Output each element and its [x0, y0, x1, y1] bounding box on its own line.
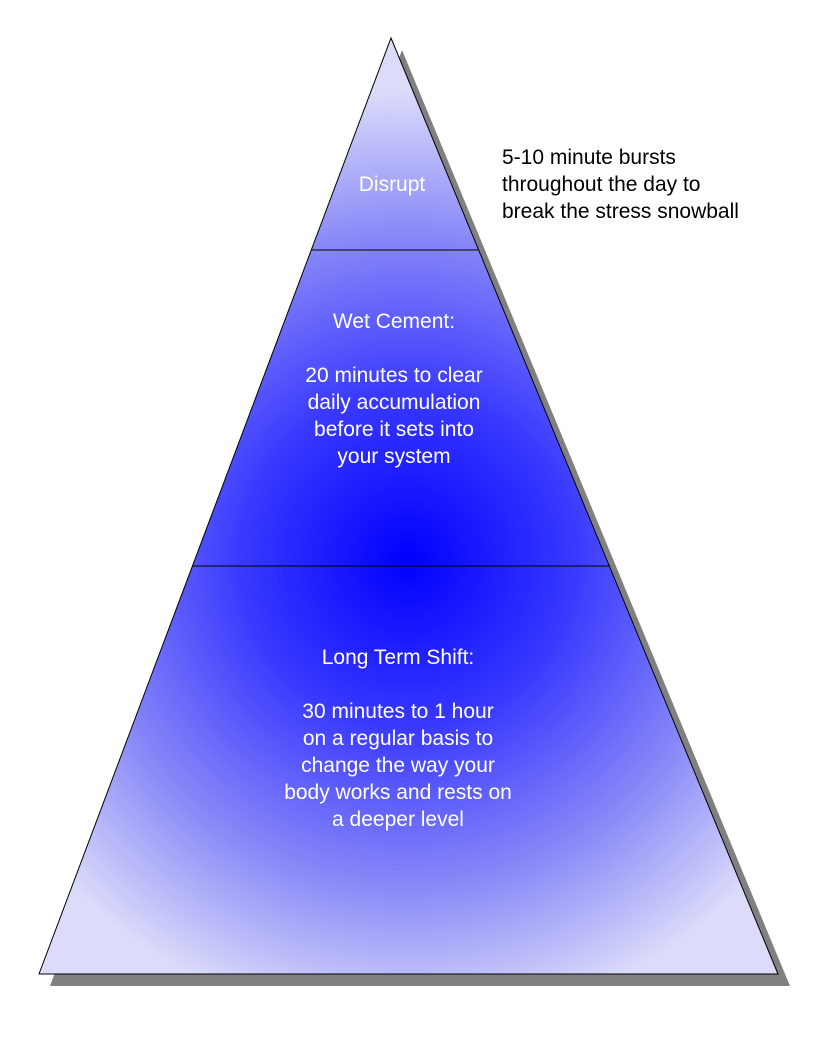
pyramid-body	[38, 36, 779, 975]
pyramid-bottom-label: Long Term Shift: 30 minutes to 1 hour on…	[284, 646, 512, 831]
side-note: 5-10 minute bursts throughout the day to…	[502, 146, 739, 223]
pyramid-top-label: Disrupt	[358, 173, 426, 196]
pyramid-middle-label: Wet Cement: 20 minutes to clear daily ac…	[305, 310, 483, 468]
